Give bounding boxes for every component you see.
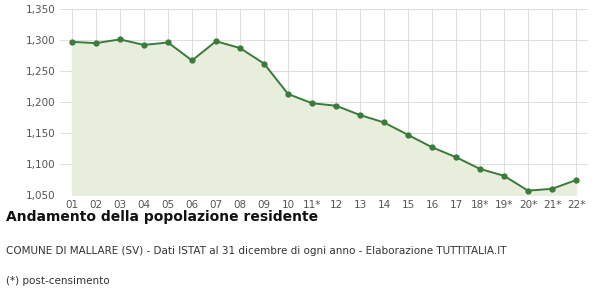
Text: (*) post-censimento: (*) post-censimento — [6, 276, 110, 286]
Text: Andamento della popolazione residente: Andamento della popolazione residente — [6, 210, 318, 224]
Text: COMUNE DI MALLARE (SV) - Dati ISTAT al 31 dicembre di ogni anno - Elaborazione T: COMUNE DI MALLARE (SV) - Dati ISTAT al 3… — [6, 246, 506, 256]
